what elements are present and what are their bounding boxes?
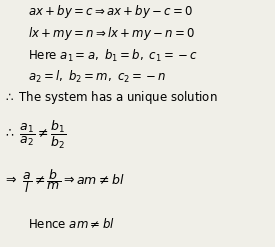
Text: $\Rightarrow\ \dfrac{a}{l} \neq \dfrac{b}{m} \Rightarrow am \neq bl$: $\Rightarrow\ \dfrac{a}{l} \neq \dfrac{b… (3, 168, 124, 195)
Text: $ax + by = c \Rightarrow ax + by - c = 0$: $ax + by = c \Rightarrow ax + by - c = 0… (28, 3, 193, 20)
Text: $\therefore\ \dfrac{a_1}{a_2} \neq \dfrac{b_1}{b_2}$: $\therefore\ \dfrac{a_1}{a_2} \neq \dfra… (3, 119, 66, 151)
Text: $lx + my = n \Rightarrow lx + my - n = 0$: $lx + my = n \Rightarrow lx + my - n = 0… (28, 25, 195, 42)
Text: Here $a_1 = a,\ b_1 = b,\ c_1 = -c$: Here $a_1 = a,\ b_1 = b,\ c_1 = -c$ (28, 47, 197, 64)
Text: Hence $am \neq bl$: Hence $am \neq bl$ (28, 217, 114, 230)
Text: $a_2 = l,\ b_2 = m,\ c_2 = -n$: $a_2 = l,\ b_2 = m,\ c_2 = -n$ (28, 68, 166, 85)
Text: $\therefore$ The system has a unique solution: $\therefore$ The system has a unique sol… (3, 89, 218, 106)
